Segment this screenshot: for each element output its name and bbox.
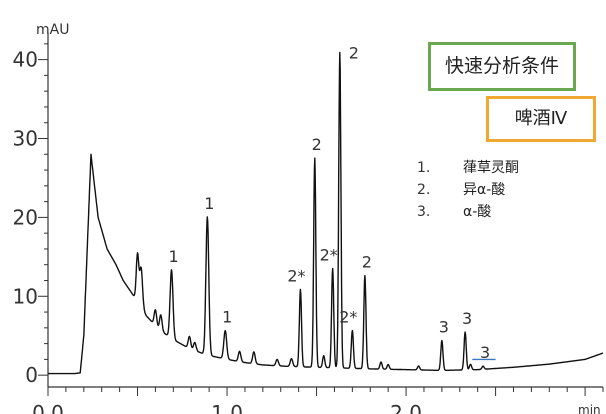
peak-label: 2*	[287, 266, 305, 285]
x-tick-label: 0.0	[32, 401, 64, 414]
peak-label: 2	[362, 253, 372, 272]
y-tick-label: 20	[13, 205, 38, 229]
x-tick-label: 1.0	[211, 401, 243, 414]
legend-item: 3. α-酸	[417, 201, 519, 223]
legend-name: 葎草灵酮	[463, 160, 519, 176]
legend-item: 1. 葎草灵酮	[417, 157, 519, 179]
y-tick-label: 10	[13, 284, 38, 308]
y-tick-label: 40	[13, 48, 38, 72]
legend-name: 异α-酸	[463, 182, 506, 198]
sample-box: 啤酒Ⅳ	[486, 96, 596, 142]
y-tick-label: 30	[13, 127, 38, 151]
legend-name: α-酸	[463, 204, 492, 220]
peak-label: 1	[222, 308, 232, 327]
legend-number: 3.	[417, 204, 431, 220]
condition-label: 快速分析条件	[444, 55, 559, 77]
peak-label: 1	[204, 194, 214, 213]
peak-label: 1	[168, 247, 178, 266]
condition-box: 快速分析条件	[428, 42, 576, 91]
peak-label: 2	[349, 43, 359, 62]
x-tick-label: 2.0	[390, 401, 422, 414]
chromatogram-trace	[47, 51, 604, 375]
peak-label: 2*	[339, 307, 357, 326]
legend-item: 2. 异α-酸	[417, 179, 519, 201]
y-axis: 0 10 20 30 40	[13, 32, 49, 387]
peak-label: 2	[312, 135, 322, 154]
peak-label: 3	[480, 343, 490, 362]
sample-label: 啤酒Ⅳ	[514, 108, 568, 129]
peak-label: 3	[462, 309, 472, 328]
peak-label: 2*	[320, 245, 338, 264]
legend-number: 2.	[417, 182, 431, 198]
legend: 1. 葎草灵酮 2. 异α-酸 3. α-酸	[417, 157, 519, 223]
x-axis-unit-label: min	[578, 403, 601, 414]
legend-number: 1.	[417, 160, 431, 176]
y-axis-unit-label: mAU	[36, 22, 69, 38]
peak-label: 3	[439, 317, 449, 336]
y-tick-label: 0	[25, 363, 38, 387]
x-axis: 0.0 1.0 2.0	[32, 386, 604, 414]
